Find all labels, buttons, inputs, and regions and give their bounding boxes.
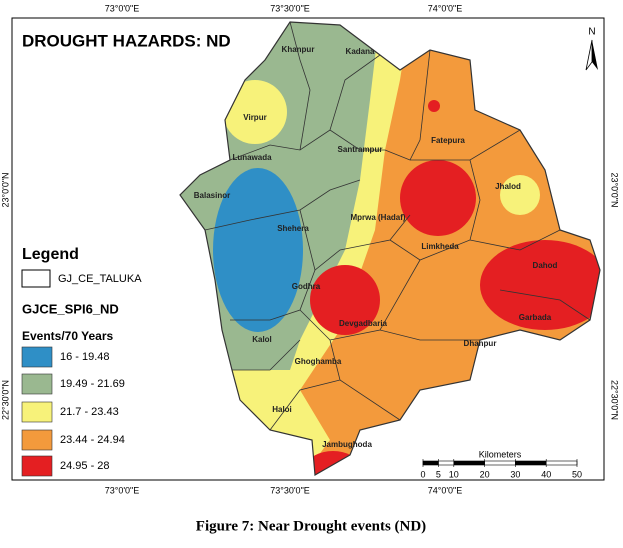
taluka-label: Mprwa (Hadaf) <box>350 213 405 222</box>
scale-segment <box>484 460 516 466</box>
scale-tick-label: 0 <box>420 469 425 479</box>
north-arrow: N <box>585 27 598 71</box>
class-swatch <box>21 346 53 368</box>
scale-tick-label: 40 <box>541 469 551 479</box>
graticule-label: 73°0'0"E <box>105 485 140 495</box>
taluka-label: Fatepura <box>431 136 465 145</box>
layer-name: GJCE_SPI6_ND <box>22 301 119 316</box>
legend-heading: Legend <box>22 246 79 263</box>
taluka-label: Virpur <box>243 113 266 122</box>
taluka-label: Jambughoda <box>322 440 372 449</box>
taluka-label: Haloi <box>272 405 292 414</box>
scale-segment <box>515 460 547 466</box>
graticule-label: 22°30'0"N <box>0 380 10 420</box>
zone <box>223 80 287 144</box>
scale-segment <box>453 460 485 466</box>
class-swatch <box>21 455 53 477</box>
zone <box>213 168 303 332</box>
zone <box>400 160 476 236</box>
graticule-label: 73°0'0"E <box>105 3 140 13</box>
taluka-label: Santrampur <box>338 145 383 154</box>
taluka-label: Lunawada <box>232 153 272 162</box>
graticule-label: 73°30'0"E <box>270 3 310 13</box>
layer-unit: Events/70 Years <box>22 329 114 343</box>
taluka-label: Dahod <box>533 261 558 270</box>
zone <box>480 240 600 330</box>
taluka-boundaries <box>179 21 601 476</box>
zone <box>500 175 540 215</box>
class-swatch <box>21 401 53 423</box>
figure-caption: Figure 7: Near Drought events (ND) <box>196 518 426 534</box>
class-label: 24.95 - 28 <box>60 460 110 472</box>
north-label: N <box>588 27 595 38</box>
scale-segment <box>422 460 439 466</box>
graticule-label: 23°0'0"N <box>610 172 620 207</box>
graticule-label: 22°30'0"N <box>610 380 620 420</box>
taluka-label: Ghoghamba <box>295 357 342 366</box>
class-swatch <box>21 373 53 395</box>
taluka-label: Dhanpur <box>464 339 497 348</box>
taluka-label: Kadana <box>346 47 375 56</box>
scale-tick-label: 30 <box>510 469 520 479</box>
scale-tick-label: 50 <box>572 469 582 479</box>
class-label: 21.7 - 23.43 <box>60 406 119 418</box>
taluka-label: Limkheda <box>421 242 459 251</box>
taluka-label: Devgadbaria <box>339 319 388 328</box>
scale-bar: Kilometers 0 5 10 20 30 40 50 <box>420 449 582 479</box>
class-label: 23.44 - 24.94 <box>60 434 125 446</box>
zone <box>310 265 380 335</box>
legend: Legend GJ_CE_TALUKA GJCE_SPI6_ND Events/… <box>21 246 142 477</box>
boundary-swatch <box>21 269 51 288</box>
taluka-label: Kalol <box>252 335 272 344</box>
taluka-label: Shehera <box>277 224 309 233</box>
graticule-label: 73°30'0"E <box>270 485 310 495</box>
graticule-label: 23°0'0"N <box>0 172 10 207</box>
class-label: 16 - 19.48 <box>60 351 110 363</box>
scale-tick-label: 10 <box>449 469 459 479</box>
taluka-label: Balasinor <box>194 191 230 200</box>
zone <box>428 100 440 112</box>
graticule-label: 74°0'0"E <box>428 3 463 13</box>
boundary-label: GJ_CE_TALUKA <box>58 273 142 285</box>
scale-title: Kilometers <box>479 449 522 459</box>
taluka-label: Godhra <box>292 282 321 291</box>
map-title: DROUGHT HAZARDS: ND <box>22 31 231 50</box>
taluka-label: Garbada <box>519 313 552 322</box>
scale-tick-label: 5 <box>436 469 441 479</box>
scale-segment <box>545 460 578 466</box>
class-swatch <box>21 429 53 451</box>
scale-tick-label: 20 <box>480 469 490 479</box>
taluka-label: Jhalod <box>495 182 521 191</box>
scale-segment <box>438 460 455 466</box>
graticule-label: 74°0'0"E <box>428 485 463 495</box>
class-label: 19.49 - 21.69 <box>60 378 125 390</box>
taluka-label: Khanpur <box>282 45 315 54</box>
